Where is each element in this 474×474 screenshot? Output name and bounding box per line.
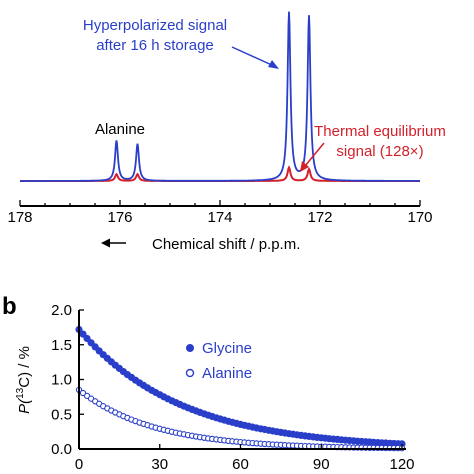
spectrum-panel: 178 176 174 172 170 Hyperpolarized signal af…	[7, 11, 446, 253]
spectrum-x-tick-label: 172	[307, 209, 332, 226]
legend-alanine-label: Alanine	[202, 365, 252, 382]
hyper-annotation-line1: Hyperpolarized signal	[83, 17, 227, 34]
hyperpolarized-spectrum-line	[20, 11, 420, 182]
thermal-annotation-line2: signal (128×)	[336, 143, 423, 160]
legend-alanine-marker	[185, 368, 195, 378]
decay-x-tick-label: 0	[75, 456, 83, 473]
decay-y-tick-label: 2.0	[51, 302, 72, 319]
left-arrowhead-icon	[101, 238, 110, 248]
spectrum-x-tick-label: 170	[407, 209, 432, 226]
thermal-annotation-line1: Thermal equilibrium	[314, 123, 446, 140]
thermal-arrowhead-icon	[300, 161, 309, 172]
alanine-annotation: Alanine	[95, 121, 145, 138]
decay-x-tick-label: 30	[151, 456, 168, 473]
decay-y-tick-label: 0.5	[51, 406, 72, 423]
thermal-spectrum-line	[20, 165, 420, 182]
legend-glycine-label: Glycine	[202, 340, 252, 357]
decay-x-tick-label: 90	[313, 456, 330, 473]
legend-glycine-marker	[186, 344, 194, 352]
decay-y-ticks: 0.0 0.5 1.0 1.5 2.0	[51, 302, 84, 458]
decay-x-ticks: 0 30 60 90 120	[75, 444, 415, 473]
alanine-point	[79, 389, 87, 397]
spectrum-x-tick-label: 174	[207, 209, 232, 226]
spectrum-x-ticks: 178 176 174 172 170	[7, 200, 433, 226]
hyper-annotation-line2: after 16 h storage	[96, 37, 214, 54]
thermal-annotation-arrow	[304, 142, 325, 167]
decay-x-tick-label: 60	[232, 456, 249, 473]
spectrum-x-label: Chemical shift / p.p.m.	[152, 236, 300, 253]
decay-y-label: P(13C) / %	[15, 346, 33, 414]
spectrum-lines	[20, 11, 420, 182]
hyper-annotation-arrow	[231, 46, 275, 67]
polarization-panel: b 0 30 60 90 120 0.00.51.01.52.0 P(13C) / % …	[2, 293, 415, 473]
spectrum-x-tick-label: 178	[7, 209, 32, 226]
decay-y-tick-label: 1.0	[51, 372, 72, 389]
decay-x-tick-label: 120	[389, 456, 414, 473]
decay-points	[75, 325, 406, 452]
decay-y-tick-label: 1.5	[51, 337, 72, 354]
hyper-arrowhead-icon	[268, 60, 279, 69]
spectrum-x-tick-label: 176	[107, 209, 132, 226]
decay-y-tick-label: 0.0	[51, 441, 72, 458]
panel-b-label: b	[2, 293, 17, 320]
